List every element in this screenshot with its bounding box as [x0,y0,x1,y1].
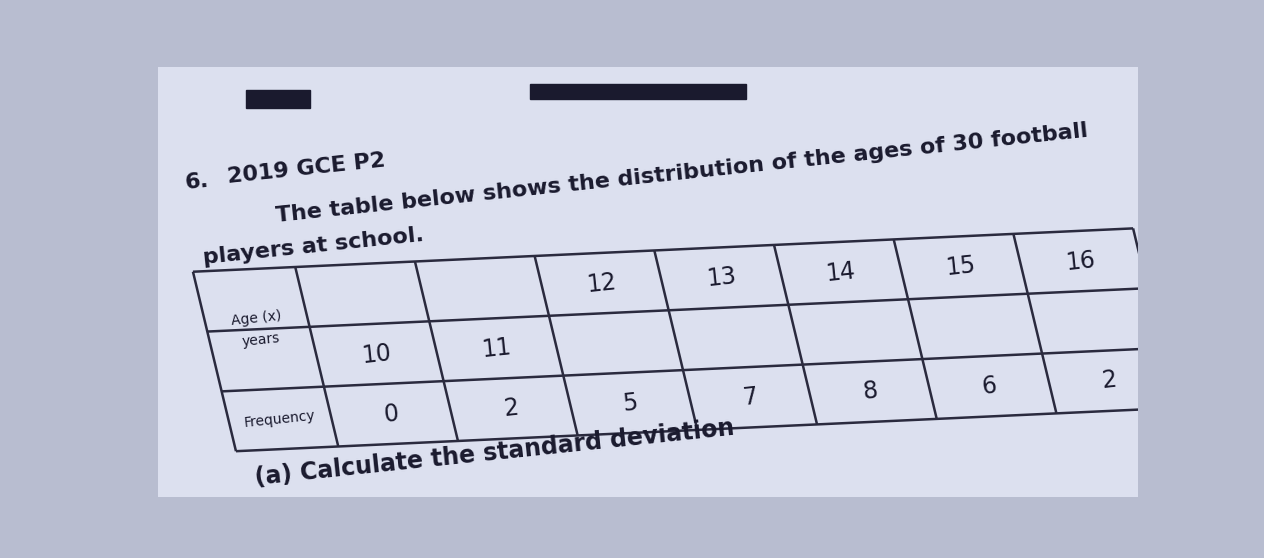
FancyBboxPatch shape [158,45,1138,518]
Text: 0: 0 [382,401,399,426]
Text: Frequency: Frequency [244,408,316,430]
Text: The table below shows the distribution of the ages of 30 football: The table below shows the distribution o… [276,121,1090,226]
Text: Age (x): Age (x) [230,309,282,328]
Text: 6.: 6. [183,171,210,194]
Text: 2: 2 [1101,368,1117,393]
Text: 2019 GCE P2: 2019 GCE P2 [226,151,387,187]
Text: 16: 16 [1064,248,1097,275]
Text: 11: 11 [480,335,512,362]
Text: 5: 5 [622,390,640,416]
Text: (a) Calculate the standard deviation: (a) Calculate the standard deviation [254,416,736,490]
Text: 6: 6 [981,373,999,399]
Bar [246,90,310,108]
Text: 10: 10 [360,340,393,368]
Text: 2: 2 [502,396,520,421]
Text: 15: 15 [944,253,977,280]
Text: 8: 8 [861,379,878,405]
Text: 12: 12 [585,270,618,297]
Bar [531,84,746,99]
Text: years: years [241,331,281,349]
Text: 13: 13 [705,264,737,291]
Text: 7: 7 [741,384,758,410]
Text: players at school.: players at school. [201,225,425,268]
Text: 14: 14 [825,258,857,286]
